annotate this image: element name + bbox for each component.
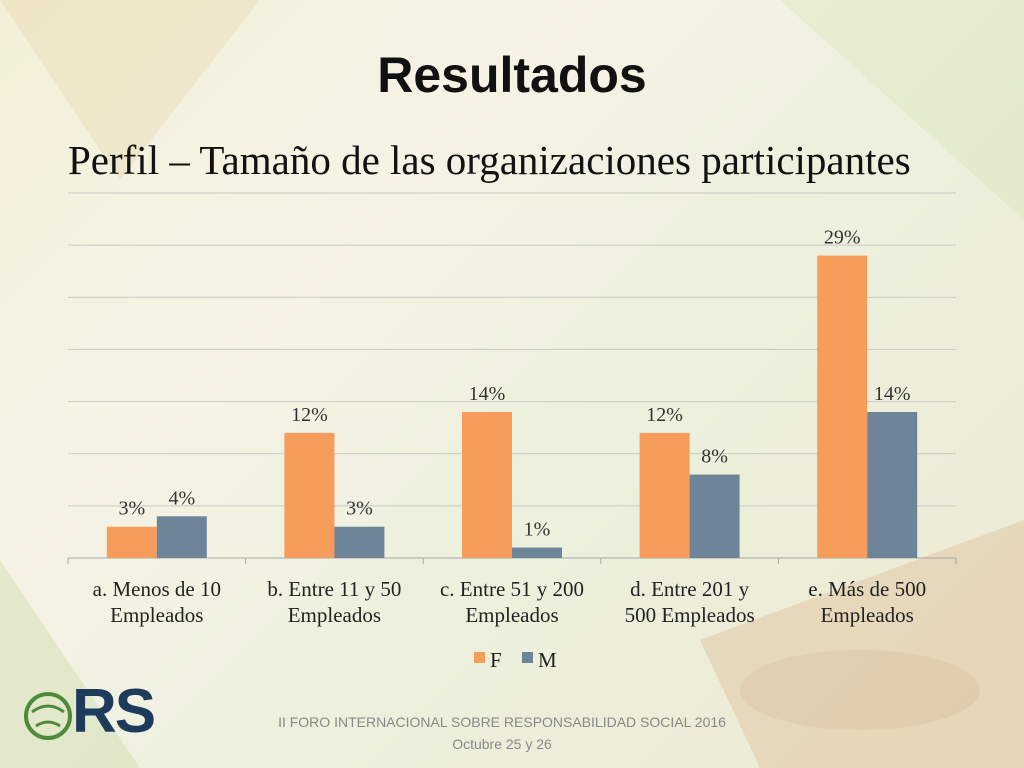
data-label: 14% (874, 383, 911, 405)
x-tick-label: e. Más de 500 (808, 577, 926, 601)
legend-label-F: F (490, 648, 502, 672)
rs-logo: RS (22, 677, 162, 752)
bar-M-1 (156, 516, 207, 558)
footer-date: Octubre 25 y 26 (452, 736, 552, 752)
globe-icon (24, 692, 72, 740)
logo-text: RS (72, 677, 156, 746)
x-tick-label: 500 Empleados (625, 603, 755, 627)
legend-label-M: M (538, 648, 557, 672)
data-label: 1% (524, 519, 551, 541)
bars (106, 255, 918, 559)
bar-F-2 (284, 432, 335, 558)
data-label: 12% (646, 404, 683, 426)
x-tick-label: Empleados (110, 603, 203, 627)
data-label: 29% (824, 227, 861, 249)
x-tick-label: Empleados (288, 603, 381, 627)
bar-M-4 (689, 474, 740, 558)
x-tick-label: c. Entre 51 y 200 (440, 577, 584, 601)
data-labels: 3% 4% 12% 3% 14% 1% 12% 8% 29% 14% (118, 227, 910, 541)
bar-F-4 (639, 432, 690, 558)
data-label: 12% (291, 404, 328, 426)
slide-title: Resultados (377, 47, 647, 103)
x-tick-label: b. Entre 11 y 50 (267, 577, 401, 601)
x-tick-label: Empleados (821, 603, 914, 627)
data-label: 3% (346, 498, 373, 520)
bar-chart: 3% 4% 12% 3% 14% 1% 12% 8% 29% 14% a. Menos de 10… (67, 192, 957, 672)
chart-subtitle: Perfil – Tamaño de las organizaciones pa… (68, 137, 911, 183)
bar-F-3 (462, 412, 512, 558)
bar-M-2 (334, 526, 385, 558)
data-label: 3% (118, 498, 145, 520)
x-tick-label: a. Menos de 10 (93, 577, 221, 601)
bar-F-5 (817, 255, 868, 559)
data-label: 4% (168, 487, 195, 509)
data-label: 8% (701, 446, 728, 468)
x-tick-label: d. Entre 201 y (630, 577, 749, 601)
legend-swatch-M (522, 652, 533, 663)
x-tick-label: Empleados (465, 603, 558, 627)
bar-M-3 (512, 547, 562, 558)
bar-M-5 (867, 412, 918, 558)
footer-event: II FORO INTERNACIONAL SOBRE RESPONSABILI… (278, 714, 726, 730)
legend-swatch-F (474, 652, 485, 663)
bar-F-1 (106, 526, 157, 558)
data-label: 14% (469, 383, 506, 405)
